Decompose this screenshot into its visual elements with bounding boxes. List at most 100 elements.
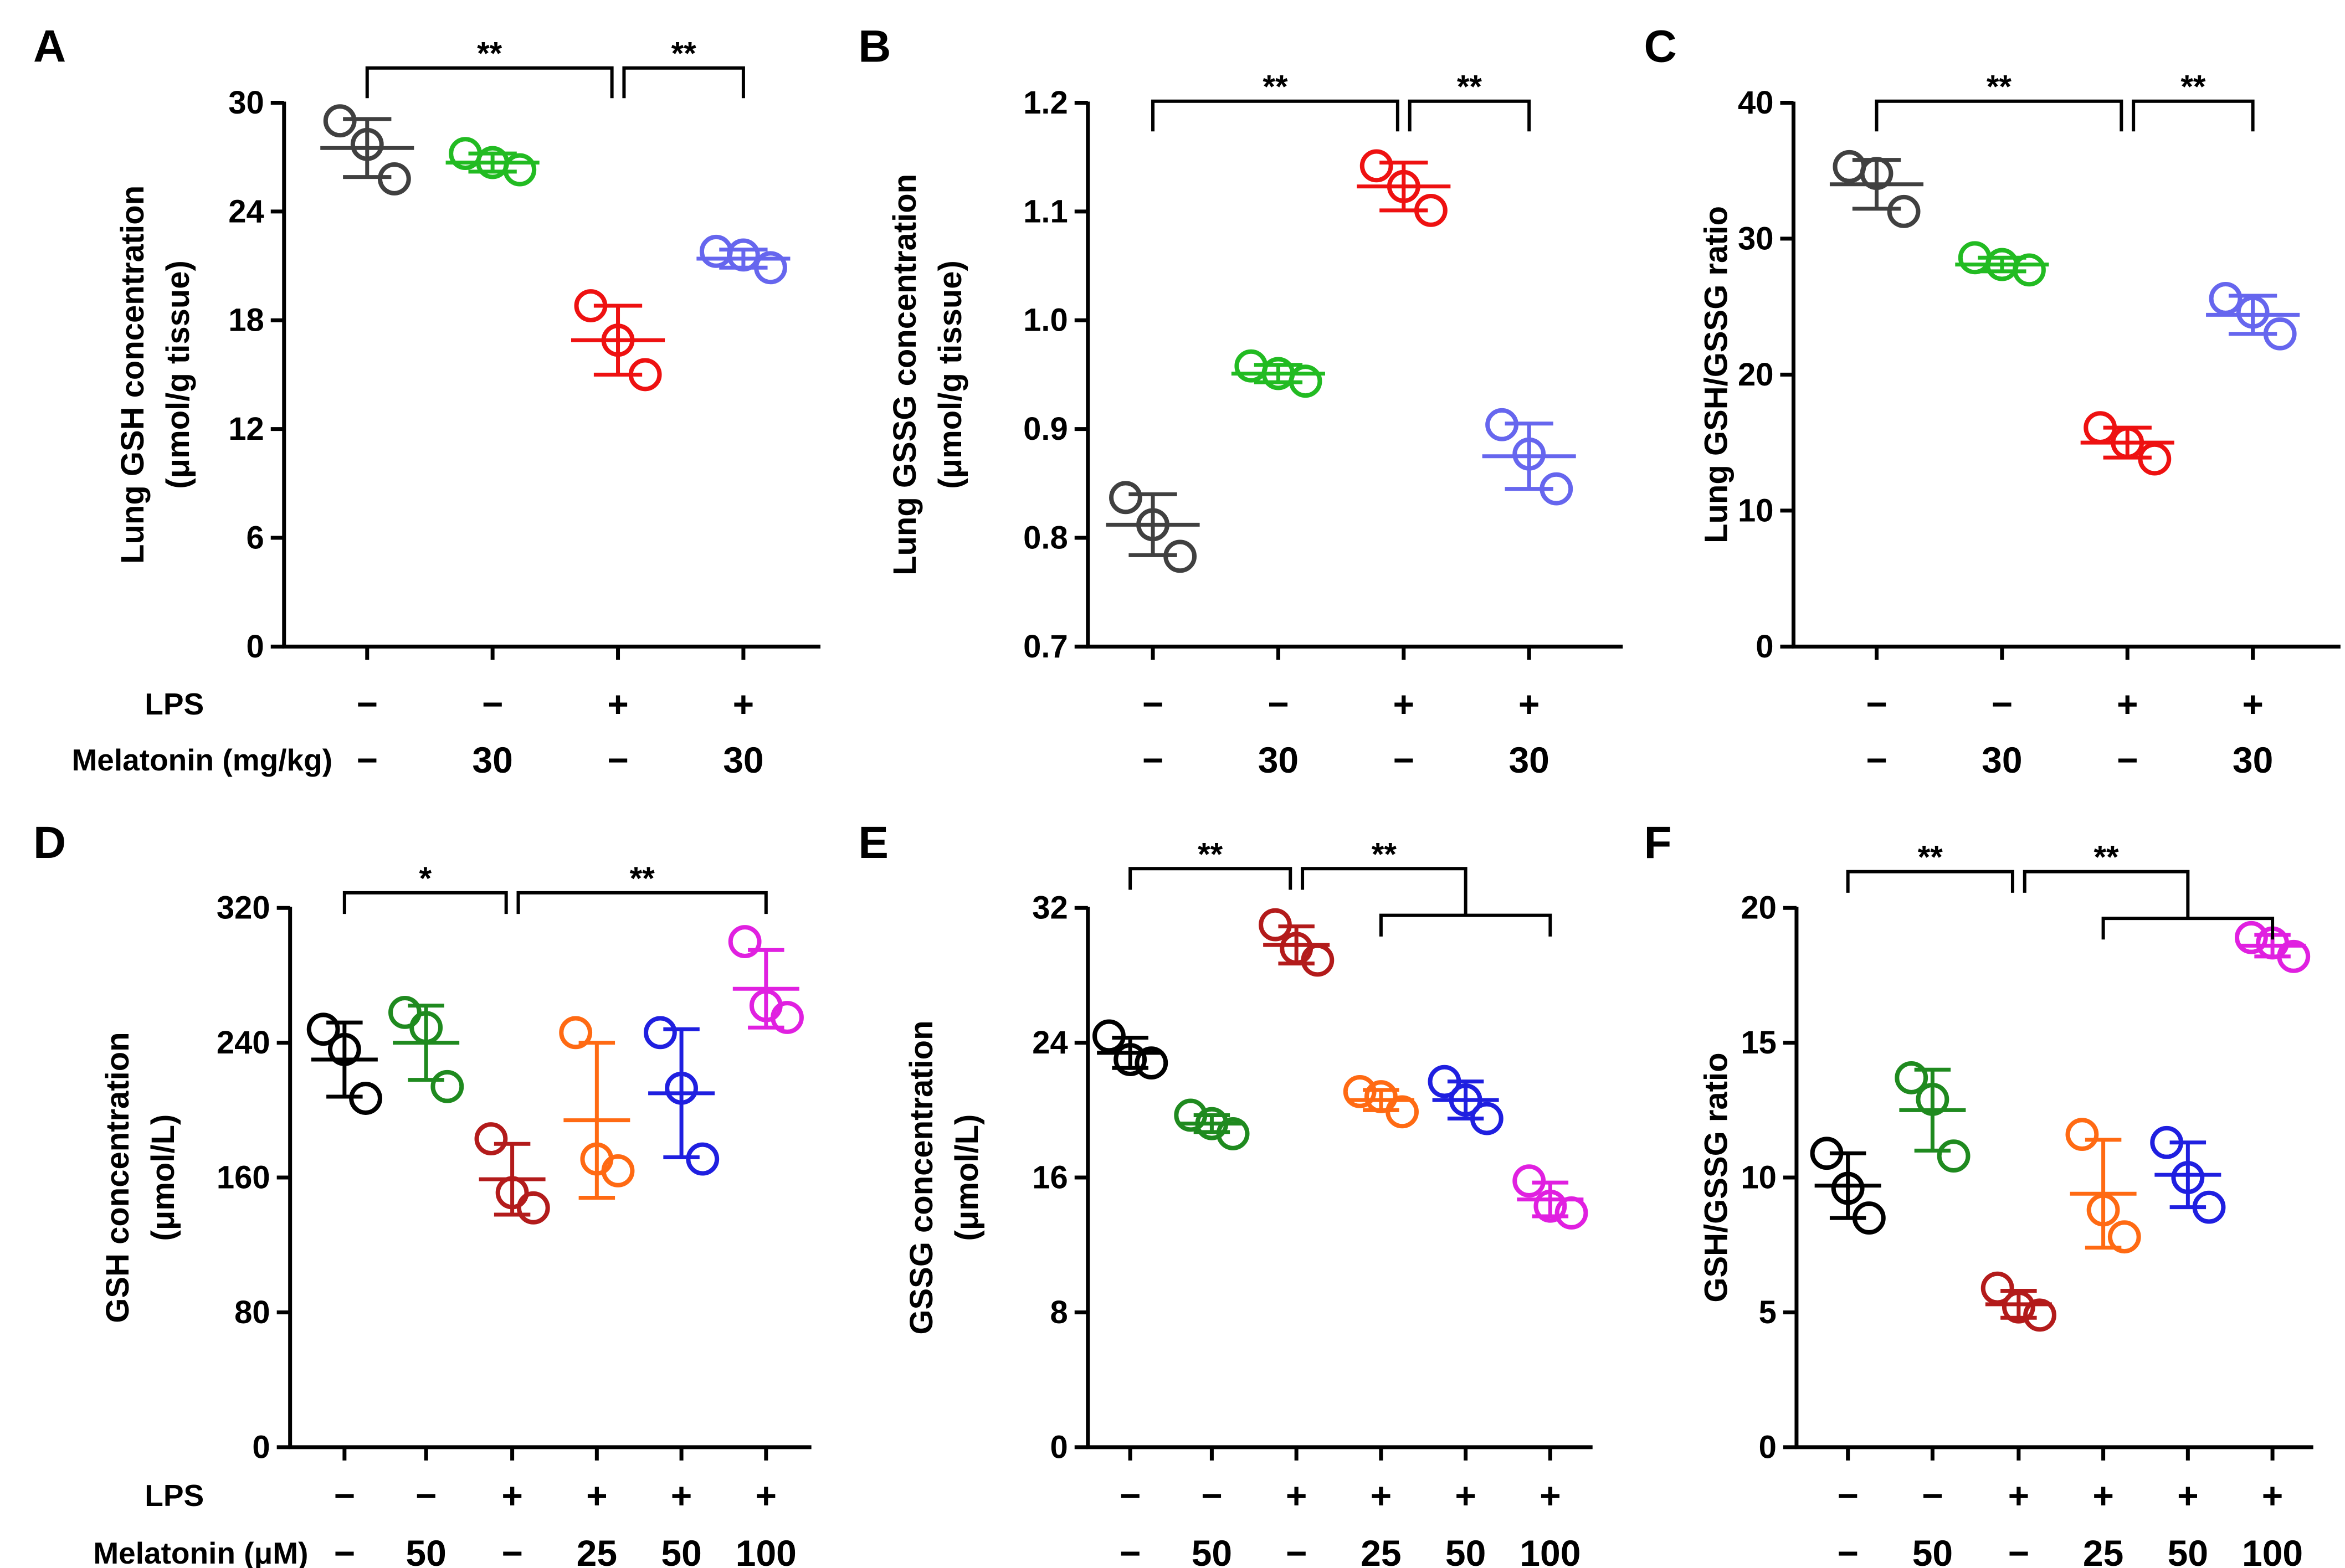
data-point [388,995,422,1029]
condition-value: + [1455,1475,1476,1516]
y-axis-title-unit: (μmol/L) [145,1114,181,1241]
data-point [377,162,411,196]
data-point [726,238,760,272]
condition-value: − [1201,1475,1223,1516]
condition-value: − [1286,1533,1307,1568]
y-tick-label: 240 [217,1025,270,1061]
condition-value: − [1866,739,1887,780]
data-point [1216,1117,1250,1150]
significance-bracket [1875,99,2123,132]
y-axis-title: GSH concentration [100,1032,136,1323]
data-point [2138,442,2172,476]
condition-value: + [671,1475,692,1516]
condition-value: 25 [1361,1533,1401,1568]
data-point [665,1071,698,1105]
significance-label: ** [2180,69,2206,105]
significance-label: ** [1987,69,2012,105]
y-tick-label: 0.9 [1023,411,1068,447]
data-point [2111,426,2144,460]
data-point [2150,1125,2184,1159]
condition-value: 30 [1982,739,2022,780]
data-point [754,251,787,285]
y-tick-label: 20 [1741,890,1777,926]
data-point [2234,921,2268,954]
condition-value: − [607,739,629,780]
panel-letter: C [1644,22,1676,72]
data-point [574,289,608,322]
condition-value: + [2262,1475,2284,1516]
data-point [2209,282,2243,315]
condition-value: − [334,1475,356,1516]
condition-value: + [2008,1475,2030,1516]
y-tick-label: 32 [1032,890,1068,926]
data-point [2171,1161,2205,1194]
data-point [1359,149,1393,183]
condition-value: 100 [2242,1533,2303,1568]
data-point [349,1082,382,1115]
y-axis-title: Lung GSH concentration [115,186,151,564]
y-tick-label: 5 [1759,1294,1777,1330]
condition-value: + [756,1475,777,1516]
y-tick-label: 18 [228,302,264,338]
condition-value: + [2242,683,2264,724]
data-point [1540,472,1573,506]
condition-value: + [2177,1475,2199,1516]
significance-label: ** [477,36,502,72]
data-point [350,127,384,161]
data-point [1533,1189,1567,1223]
condition-value: 30 [1258,739,1299,780]
data-point [601,1154,635,1187]
data-point [2002,1290,2035,1324]
y-tick-label: 1.0 [1023,302,1068,338]
condition-value: − [1120,1533,1141,1568]
data-point [559,1016,593,1050]
y-tick-label: 0 [1756,629,1773,665]
data-point [1887,194,1921,228]
data-point [1109,481,1142,515]
significance-bracket [1151,99,1399,132]
data-point [1174,1098,1208,1132]
condition-value: 100 [736,1533,797,1568]
data-point [306,1012,340,1046]
data-point [1364,1080,1398,1113]
y-tick-label: 15 [1741,1025,1777,1061]
condition-value: + [2092,1475,2114,1516]
condition-value: − [415,1475,437,1516]
y-axis-title-unit: (μmol/L) [949,1114,985,1241]
data-point [1092,1019,1126,1053]
condition-value: − [1866,683,1887,724]
condition-value: 30 [723,739,763,780]
data-point [1895,1061,1928,1094]
condition-value: − [2117,739,2138,780]
data-point [1114,1043,1147,1076]
condition-value: − [1393,739,1415,780]
condition-value: 100 [1520,1533,1581,1568]
data-point [327,1032,361,1066]
data-point [1937,1139,1971,1173]
panel-letter: E [858,818,889,868]
data-point [2023,1298,2056,1332]
condition-value: − [1992,683,2013,724]
y-tick-label: 0 [246,629,264,665]
data-point [1163,539,1197,573]
data-point [643,1016,677,1050]
data-point [2065,1118,2099,1151]
y-tick-label: 10 [1741,1160,1777,1196]
data-point [409,1011,443,1045]
condition-value: − [356,683,378,724]
panel-d: D 0 80 160 240 320 GSH concentration (μmol/L) LP… [33,818,812,1568]
data-point [1470,1102,1504,1135]
y-axis-title: Lung GSSG concentration [887,174,923,575]
y-tick-label: 0.8 [1023,520,1068,556]
y-tick-label: 16 [1032,1160,1068,1196]
data-point [1301,943,1335,977]
condition-row-label: Melatonin (μM) [93,1536,308,1568]
y-tick-label: 320 [217,890,270,926]
condition-value: 50 [406,1533,446,1568]
condition-row-label: LPS [145,687,204,721]
condition-value: 50 [2168,1533,2208,1568]
data-point [1289,364,1322,398]
data-point [628,358,662,392]
data-point [516,1191,550,1225]
